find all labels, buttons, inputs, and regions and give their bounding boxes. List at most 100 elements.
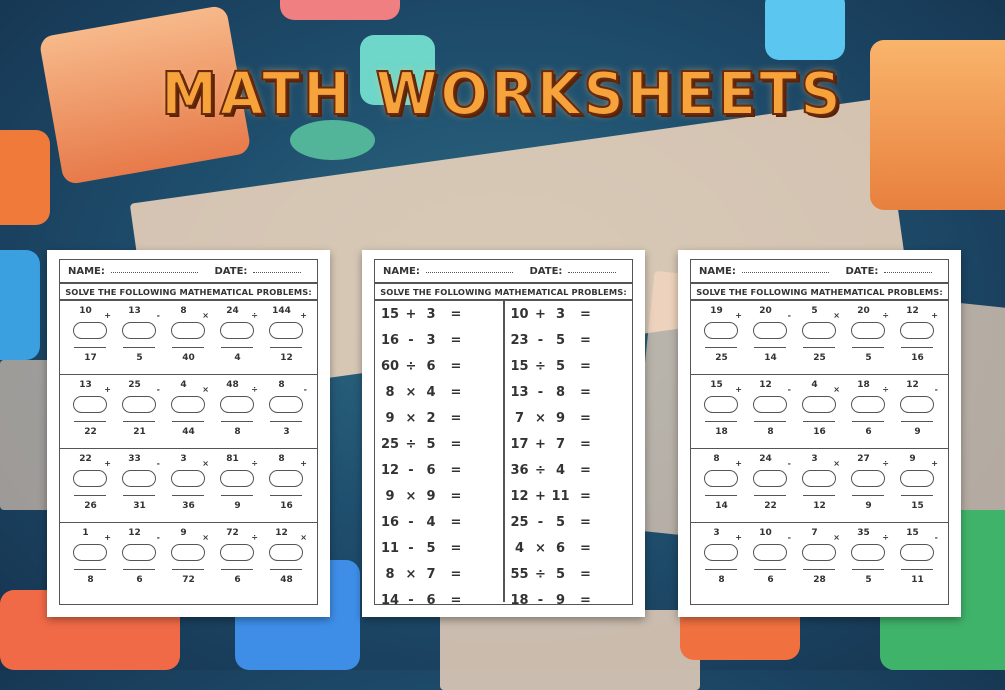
answer-box[interactable] bbox=[219, 470, 254, 487]
answer-box[interactable] bbox=[801, 470, 836, 487]
operator: - bbox=[787, 533, 791, 542]
answer-box[interactable] bbox=[121, 544, 156, 561]
answer-box[interactable] bbox=[170, 322, 205, 339]
answer-box[interactable] bbox=[219, 544, 254, 561]
instruction: SOLVE THE FOLLOWING MATHEMATICAL PROBLEM… bbox=[691, 284, 948, 301]
answer-box[interactable] bbox=[703, 544, 738, 561]
top-number: 3 bbox=[811, 454, 818, 464]
date-field[interactable] bbox=[568, 269, 616, 273]
operator: + bbox=[300, 459, 307, 468]
answer-box[interactable] bbox=[121, 396, 156, 413]
answer-box[interactable] bbox=[752, 322, 787, 339]
answer-box[interactable] bbox=[899, 396, 934, 413]
problem: 3 +8 bbox=[697, 523, 746, 597]
answer-box[interactable] bbox=[170, 470, 205, 487]
fraction-line bbox=[704, 421, 737, 422]
equals-sign: = bbox=[580, 358, 591, 374]
top-number: 144 bbox=[272, 306, 291, 316]
operand-a: 11 bbox=[380, 540, 400, 556]
bottom-number: 17 bbox=[84, 353, 97, 363]
equation-column: 15 +3 = 16-3 = 60 ÷ 6 = 8 × 4 = 9 × 2 = 25 ÷ 5 = 12-6 = 9 × 9 = 16-… bbox=[375, 301, 505, 608]
answer-box[interactable] bbox=[170, 396, 205, 413]
fraction-line bbox=[900, 495, 933, 496]
equation: 9 × 2 = bbox=[375, 405, 503, 431]
top-number: 33 bbox=[128, 454, 141, 464]
answer-box[interactable] bbox=[268, 322, 303, 339]
problem: 24 ÷ 4 bbox=[213, 301, 262, 374]
date-label: DATE: bbox=[845, 265, 879, 277]
answer-box[interactable] bbox=[801, 396, 836, 413]
date-label: DATE: bbox=[214, 265, 248, 277]
answer-box[interactable] bbox=[703, 470, 738, 487]
top-number: 3 bbox=[713, 528, 720, 538]
top-number: 10 bbox=[79, 306, 92, 316]
operand-a: 9 bbox=[385, 410, 395, 426]
answer-box[interactable] bbox=[219, 322, 254, 339]
date-field[interactable] bbox=[253, 269, 301, 273]
answer-box[interactable] bbox=[899, 322, 934, 339]
equals-sign: = bbox=[580, 332, 591, 348]
answer-box[interactable] bbox=[899, 544, 934, 561]
answer-box[interactable] bbox=[268, 470, 303, 487]
answer-box[interactable] bbox=[268, 544, 303, 561]
answer-box[interactable] bbox=[72, 470, 107, 487]
date-field[interactable] bbox=[884, 269, 932, 273]
bottom-number: 12 bbox=[813, 501, 826, 511]
answer-box[interactable] bbox=[121, 470, 156, 487]
operand-b: 3 bbox=[426, 306, 436, 322]
answer-box[interactable] bbox=[850, 470, 885, 487]
answer-box[interactable] bbox=[850, 322, 885, 339]
equation: 7 × 9 = bbox=[505, 405, 633, 431]
answer-box[interactable] bbox=[121, 322, 156, 339]
fraction-line bbox=[269, 495, 302, 496]
answer-box[interactable] bbox=[703, 322, 738, 339]
answer-box[interactable] bbox=[72, 322, 107, 339]
top-number: 12 bbox=[906, 380, 919, 390]
top-number: 24 bbox=[226, 306, 239, 316]
bottom-number: 16 bbox=[813, 427, 826, 437]
problem-block: 15 +18 12 - 8 4 × 16 18 ÷ 6 12 - 9 bbox=[691, 375, 948, 449]
name-field[interactable] bbox=[741, 269, 830, 273]
instruction: SOLVE THE FOLLOWING MATHEMATICAL PROBLEM… bbox=[375, 284, 632, 301]
operator: ÷ bbox=[882, 385, 889, 394]
answer-box[interactable] bbox=[752, 396, 787, 413]
operator: - bbox=[537, 592, 544, 608]
operator: + bbox=[535, 306, 546, 322]
top-number: 8 bbox=[278, 454, 285, 464]
answer-box[interactable] bbox=[752, 470, 787, 487]
operand-a: 15 bbox=[380, 306, 400, 322]
answer-box[interactable] bbox=[801, 544, 836, 561]
answer-box[interactable] bbox=[72, 396, 107, 413]
equals-sign: = bbox=[580, 462, 591, 478]
fraction-line bbox=[171, 569, 204, 570]
problem: 10 - 6 bbox=[746, 523, 795, 597]
top-number: 22 bbox=[79, 454, 92, 464]
operator: - bbox=[156, 385, 160, 394]
bottom-number: 14 bbox=[715, 501, 728, 511]
operator: ÷ bbox=[535, 358, 546, 374]
fraction-line bbox=[220, 421, 253, 422]
top-number: 12 bbox=[275, 528, 288, 538]
fraction-line bbox=[220, 495, 253, 496]
answer-box[interactable] bbox=[170, 544, 205, 561]
name-field[interactable] bbox=[425, 269, 514, 273]
answer-box[interactable] bbox=[268, 396, 303, 413]
answer-box[interactable] bbox=[801, 322, 836, 339]
equals-sign: = bbox=[450, 358, 462, 374]
top-number: 81 bbox=[226, 454, 239, 464]
fraction-line bbox=[851, 495, 884, 496]
name-field[interactable] bbox=[110, 269, 199, 273]
answer-box[interactable] bbox=[703, 396, 738, 413]
answer-box[interactable] bbox=[850, 396, 885, 413]
answer-box[interactable] bbox=[219, 396, 254, 413]
answer-box[interactable] bbox=[850, 544, 885, 561]
equals-sign: = bbox=[580, 436, 591, 452]
equals-sign: = bbox=[450, 566, 462, 582]
operator: + bbox=[104, 533, 111, 542]
answer-box[interactable] bbox=[752, 544, 787, 561]
equals-sign: = bbox=[580, 592, 591, 608]
answer-box[interactable] bbox=[72, 544, 107, 561]
operand-b: 9 bbox=[426, 488, 436, 504]
top-number: 72 bbox=[226, 528, 239, 538]
answer-box[interactable] bbox=[899, 470, 934, 487]
